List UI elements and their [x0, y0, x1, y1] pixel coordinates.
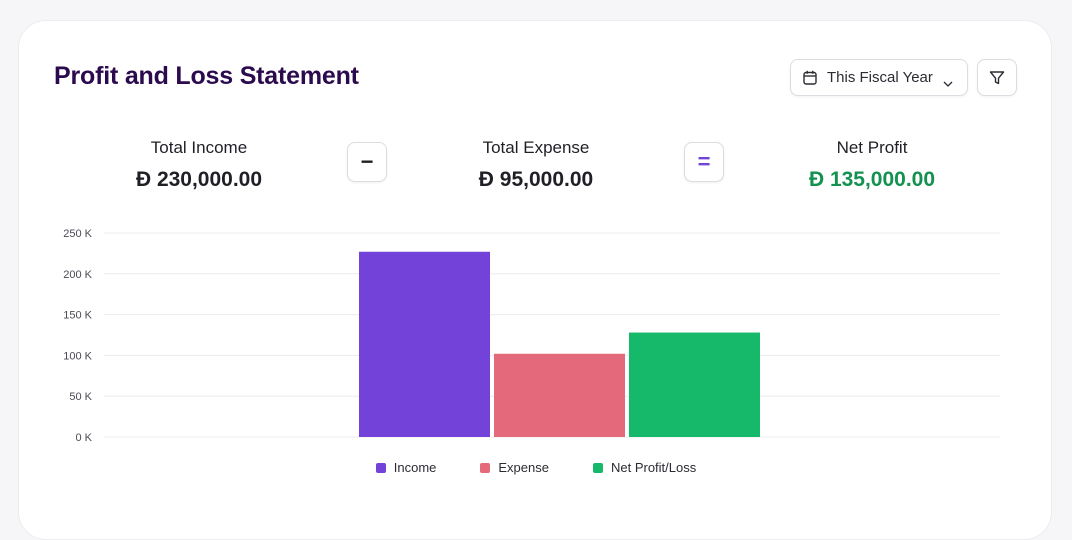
- page-title: Profit and Loss Statement: [54, 62, 359, 90]
- net-profit-summary: Net Profit Đ 135,000.00: [772, 138, 972, 192]
- minus-operator: −: [347, 142, 387, 182]
- y-tick-label: 250 K: [63, 228, 92, 240]
- minus-symbol: −: [360, 149, 374, 174]
- y-tick-label: 200 K: [63, 269, 92, 281]
- period-select-label: This Fiscal Year: [827, 69, 933, 86]
- chart-legend: Income Expense Net Profit/Loss: [0, 460, 1072, 475]
- filter-icon: [989, 71, 1005, 85]
- chevron-down-icon: [943, 74, 953, 92]
- total-income-label: Total Income: [150, 138, 248, 157]
- period-select[interactable]: This Fiscal Year: [790, 59, 968, 96]
- total-expense-label: Total Expense: [482, 138, 590, 157]
- y-tick-label: 50 K: [69, 391, 92, 403]
- net-profit-value: Đ 135,000.00: [808, 168, 936, 191]
- legend-label: Net Profit/Loss: [610, 460, 697, 475]
- pl-card: [18, 20, 1052, 540]
- total-income-value: Đ 230,000.00: [135, 168, 263, 191]
- y-tick-label: 0 K: [75, 432, 92, 444]
- bar-income[interactable]: [359, 251, 490, 437]
- legend-swatch: [480, 462, 491, 473]
- pl-bar-chart: 0 K 50 K 100 K 150 K 200 K 250 K: [63, 228, 1000, 444]
- bar-net-profit-loss[interactable]: [629, 332, 760, 437]
- legend-item[interactable]: Income: [375, 460, 437, 475]
- equals-symbol: =: [697, 149, 711, 174]
- net-profit-label: Net Profit: [836, 138, 908, 157]
- total-expense-summary: Total Expense Đ 95,000.00: [436, 138, 636, 192]
- total-expense-value: Đ 95,000.00: [478, 168, 594, 191]
- legend-label: Expense: [498, 460, 549, 475]
- filter-button[interactable]: [977, 59, 1017, 96]
- y-tick-label: 100 K: [63, 350, 92, 362]
- legend-item[interactable]: Expense: [480, 460, 549, 475]
- total-income-summary: Total Income Đ 230,000.00: [99, 138, 299, 192]
- legend-swatch: [592, 462, 603, 473]
- legend-label: Income: [393, 460, 437, 475]
- legend-item[interactable]: Net Profit/Loss: [592, 460, 697, 475]
- y-tick-label: 150 K: [63, 310, 92, 322]
- calendar-icon: [803, 70, 817, 90]
- equals-operator: =: [684, 142, 724, 182]
- legend-swatch: [375, 462, 386, 473]
- bar-expense[interactable]: [494, 353, 625, 437]
